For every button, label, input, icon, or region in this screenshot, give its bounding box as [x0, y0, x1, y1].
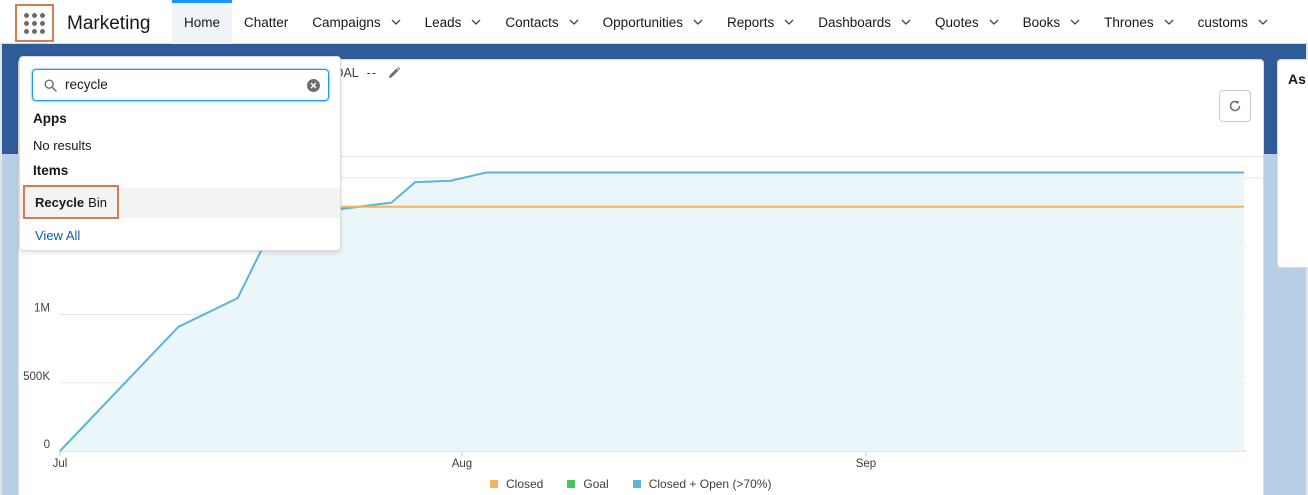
tab-home[interactable]: Home	[172, 0, 233, 44]
tab-label: Quotes	[935, 14, 979, 30]
view-all-link[interactable]: View All	[35, 228, 81, 243]
tab-campaigns[interactable]: Campaigns	[300, 0, 412, 44]
search-result-recycle-bin[interactable]: Recycle Bin	[20, 185, 340, 219]
tab-label: Campaigns	[312, 14, 381, 30]
card-divider	[19, 156, 1263, 157]
items-heading: Items	[33, 163, 69, 178]
app-name: Marketing	[67, 13, 151, 34]
chevron-down-icon[interactable]	[989, 17, 999, 27]
refresh-button[interactable]	[1219, 90, 1251, 122]
search-result-label[interactable]: Recycle Bin	[23, 185, 119, 219]
tab-leads[interactable]: Leads	[413, 0, 494, 44]
tab-thrones[interactable]: Thrones	[1092, 0, 1186, 44]
tab-chatter[interactable]: Chatter	[232, 0, 300, 44]
close-icon	[310, 82, 317, 89]
app-launcher-dropdown: Apps No results Items Recycle Bin View A…	[19, 56, 341, 251]
chevron-down-icon[interactable]	[471, 17, 481, 27]
y-tick-label: 1M	[34, 303, 50, 315]
x-tick-label: Sep	[856, 458, 876, 470]
legend-swatch	[632, 480, 641, 488]
app-launcher-icon	[24, 12, 45, 34]
tab-label: Home	[184, 14, 221, 30]
global-navigation: Marketing Home Chatter Campaigns Leads Conta…	[0, 0, 1308, 44]
tab-quotes[interactable]: Quotes	[923, 0, 1011, 44]
pencil-icon[interactable]	[387, 66, 401, 80]
legend-item[interactable]: Closed	[490, 477, 543, 491]
chevron-down-icon[interactable]	[693, 17, 703, 27]
apps-no-results: No results	[33, 138, 92, 153]
app-launcher-button[interactable]	[15, 4, 54, 42]
x-tick-label: Aug	[452, 458, 472, 470]
tab-label: Books	[1022, 14, 1061, 30]
tab-label: customs	[1197, 14, 1248, 30]
search-icon	[44, 79, 57, 92]
search-result-rest: Bin	[88, 194, 107, 210]
app-search-input[interactable]	[65, 77, 295, 92]
tab-label: Dashboards	[818, 14, 892, 30]
chevron-down-icon[interactable]	[1070, 17, 1080, 27]
legend-label: Closed + Open (>70%)	[648, 477, 772, 491]
series-area	[60, 172, 1244, 451]
tab-label: Thrones	[1104, 14, 1154, 30]
y-tick-label: 0	[44, 439, 50, 451]
side-card: As	[1277, 59, 1308, 268]
tab-books[interactable]: Books	[1011, 0, 1093, 44]
tab-reports[interactable]: Reports	[715, 0, 806, 44]
y-tick-label: 500K	[23, 371, 50, 383]
tab-label: Chatter	[244, 14, 289, 30]
legend-label: Closed	[506, 477, 544, 491]
goal-value: --	[366, 66, 378, 80]
tab-label: Opportunities	[602, 14, 683, 30]
side-card-title: As	[1288, 71, 1306, 87]
chevron-down-icon[interactable]	[901, 17, 911, 27]
legend-item[interactable]: Closed + Open (>70%)	[632, 477, 772, 491]
chart-legend: Closed Goal Closed + Open (>70%)	[490, 477, 795, 491]
tab-label: Reports	[726, 14, 775, 30]
tab-label: Leads	[424, 14, 462, 30]
chevron-down-icon[interactable]	[1164, 17, 1174, 27]
legend-swatch	[567, 480, 576, 488]
legend-swatch	[490, 480, 498, 488]
tab-customs[interactable]: customs	[1186, 0, 1280, 44]
app-search-box[interactable]	[32, 69, 329, 101]
legend-label: Goal	[583, 477, 609, 491]
search-result-match: Recycle	[35, 194, 85, 210]
tab-contacts[interactable]: Contacts	[493, 0, 590, 44]
x-tick-label: Jul	[53, 458, 68, 470]
nav-tabs: Home Chatter Campaigns Leads Contacts Opportu…	[172, 0, 1280, 44]
apps-heading: Apps	[33, 111, 67, 126]
chevron-down-icon[interactable]	[1258, 17, 1268, 27]
legend-item[interactable]: Goal	[567, 477, 609, 491]
chevron-down-icon[interactable]	[784, 17, 794, 27]
tab-opportunities[interactable]: Opportunities	[591, 0, 715, 44]
chevron-down-icon[interactable]	[391, 17, 401, 27]
tab-dashboards[interactable]: Dashboards	[806, 0, 923, 44]
refresh-icon	[1229, 100, 1241, 112]
chevron-down-icon[interactable]	[569, 17, 579, 27]
tab-label: Contacts	[505, 14, 559, 30]
clear-search-button[interactable]	[307, 79, 320, 92]
